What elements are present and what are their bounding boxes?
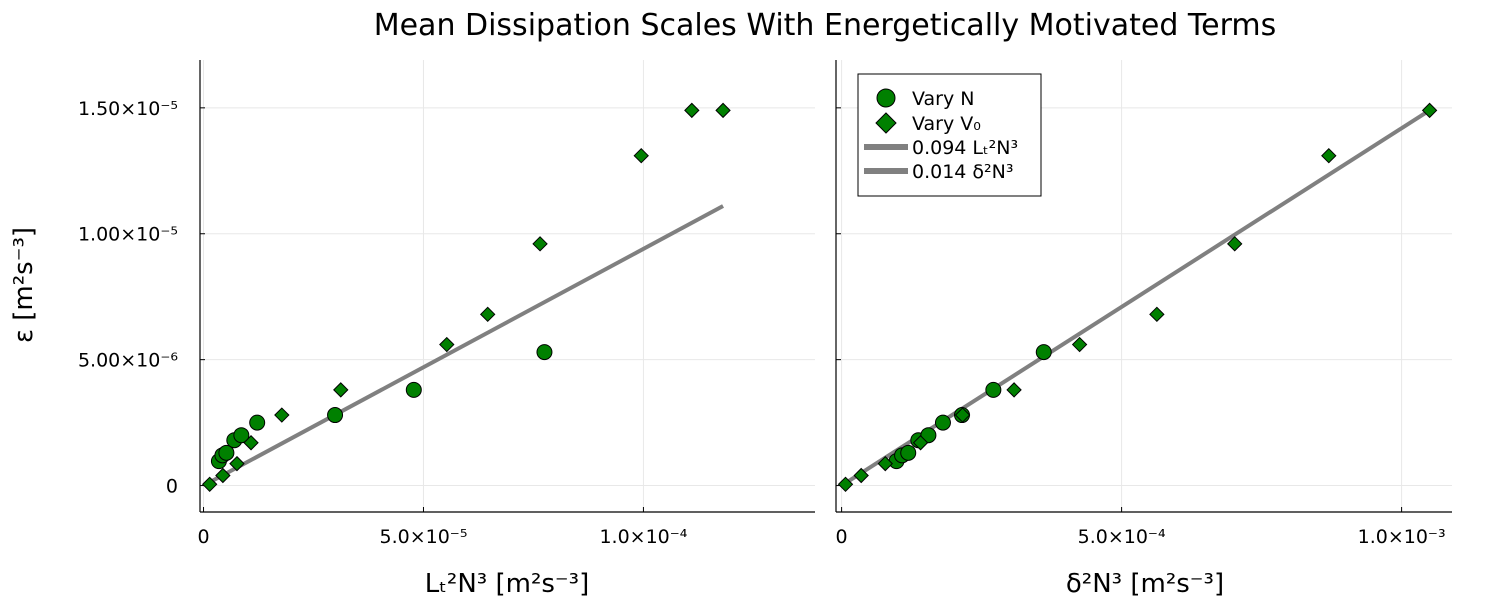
vary-v0-point — [439, 336, 455, 353]
legend-label-vary-n: Vary N — [912, 88, 974, 110]
vary-v0-point — [532, 236, 548, 252]
vary-v0-point — [877, 455, 893, 472]
vary-n-point — [536, 344, 553, 361]
vary-v0-point — [1149, 306, 1165, 323]
legend-circle-marker — [876, 88, 896, 108]
y-axis-label: ε [m²s⁻³] — [9, 227, 39, 343]
vary-v0-point — [715, 102, 731, 119]
vary-v0-point — [274, 407, 290, 423]
legend-entry-fit-delta: 0.014 δ²N³ — [864, 161, 1014, 183]
vary-v0-point — [215, 467, 231, 484]
legend-entry-vary-v0: Vary V₀ — [875, 112, 981, 135]
legend-label-fit-lt: 0.094 Lₜ²N³ — [912, 137, 1018, 159]
vary-v0-point — [1227, 236, 1243, 252]
vary-n-point — [985, 381, 1002, 398]
y-tick-label: 1.50×10⁻⁵ — [78, 98, 178, 120]
vary-n-point — [920, 427, 937, 444]
vary-n-point — [405, 381, 422, 398]
vary-v0-point — [853, 467, 869, 484]
vary-v0-point — [479, 306, 496, 323]
vary-n-point — [934, 414, 951, 431]
vary-v0-point — [912, 435, 929, 451]
vary-v0-point — [954, 407, 971, 423]
vary-n-point — [1035, 344, 1052, 361]
fit-line — [208, 204, 725, 485]
vary-v0-point — [1321, 147, 1337, 164]
vary-v0-point — [333, 382, 349, 398]
vary-v0-point — [1071, 336, 1088, 353]
legend-diamond-marker — [875, 112, 897, 134]
vary-n-point — [218, 444, 235, 461]
x-tick-label: 1.0×10⁻⁴ — [599, 526, 687, 548]
right-panel: 0 5.0×10⁻⁴ 1.0×10⁻³ — [835, 60, 1452, 548]
vary-n-point — [327, 407, 344, 424]
y-tick-label: 0 — [166, 476, 178, 498]
vary-v0-point — [229, 455, 245, 472]
vary-n-point — [249, 414, 266, 431]
vary-n-point — [233, 427, 250, 444]
vary-v0-point — [684, 102, 700, 119]
x-tick-label: 1.0×10⁻³ — [1358, 526, 1446, 548]
y-tick-label: 1.00×10⁻⁵ — [78, 224, 178, 246]
right-x-axis-label: δ²N³ [m²s⁻³] — [1066, 569, 1224, 599]
vary-v0-point — [837, 476, 854, 493]
legend-entry-fit-lt: 0.094 Lₜ²N³ — [864, 137, 1018, 159]
vary-n-point — [900, 444, 917, 461]
x-tick-label: 0 — [836, 526, 848, 548]
vary-v0-point — [633, 147, 649, 164]
legend: Vary N Vary V₀ 0.094 Lₜ²N³ 0.014 δ²N³ — [857, 73, 1042, 197]
legend-entry-vary-n: Vary N — [876, 88, 974, 110]
x-tick-label: 5.0×10⁻⁵ — [379, 526, 467, 548]
vary-v0-point — [243, 435, 259, 451]
left-panel: 0 5.0×10⁻⁵ 1.0×10⁻⁴ 0 5.00×10⁻⁶ 1.00×10⁻⁵ 1.50… — [78, 60, 815, 548]
y-tick-label: 5.00×10⁻⁶ — [78, 350, 178, 372]
vary-v0-point — [1006, 382, 1022, 398]
chart-title: Mean Dissipation Scales With Energetical… — [374, 8, 1277, 43]
vary-v0-point — [1421, 102, 1438, 119]
x-tick-label: 5.0×10⁻⁴ — [1078, 526, 1166, 548]
legend-label-fit-delta: 0.014 δ²N³ — [912, 161, 1014, 183]
legend-label-vary-v0: Vary V₀ — [912, 113, 981, 135]
vary-v0-point — [201, 476, 218, 493]
x-tick-label: 0 — [197, 526, 209, 548]
left-x-axis-label: Lₜ²N³ [m²s⁻³] — [425, 569, 589, 599]
